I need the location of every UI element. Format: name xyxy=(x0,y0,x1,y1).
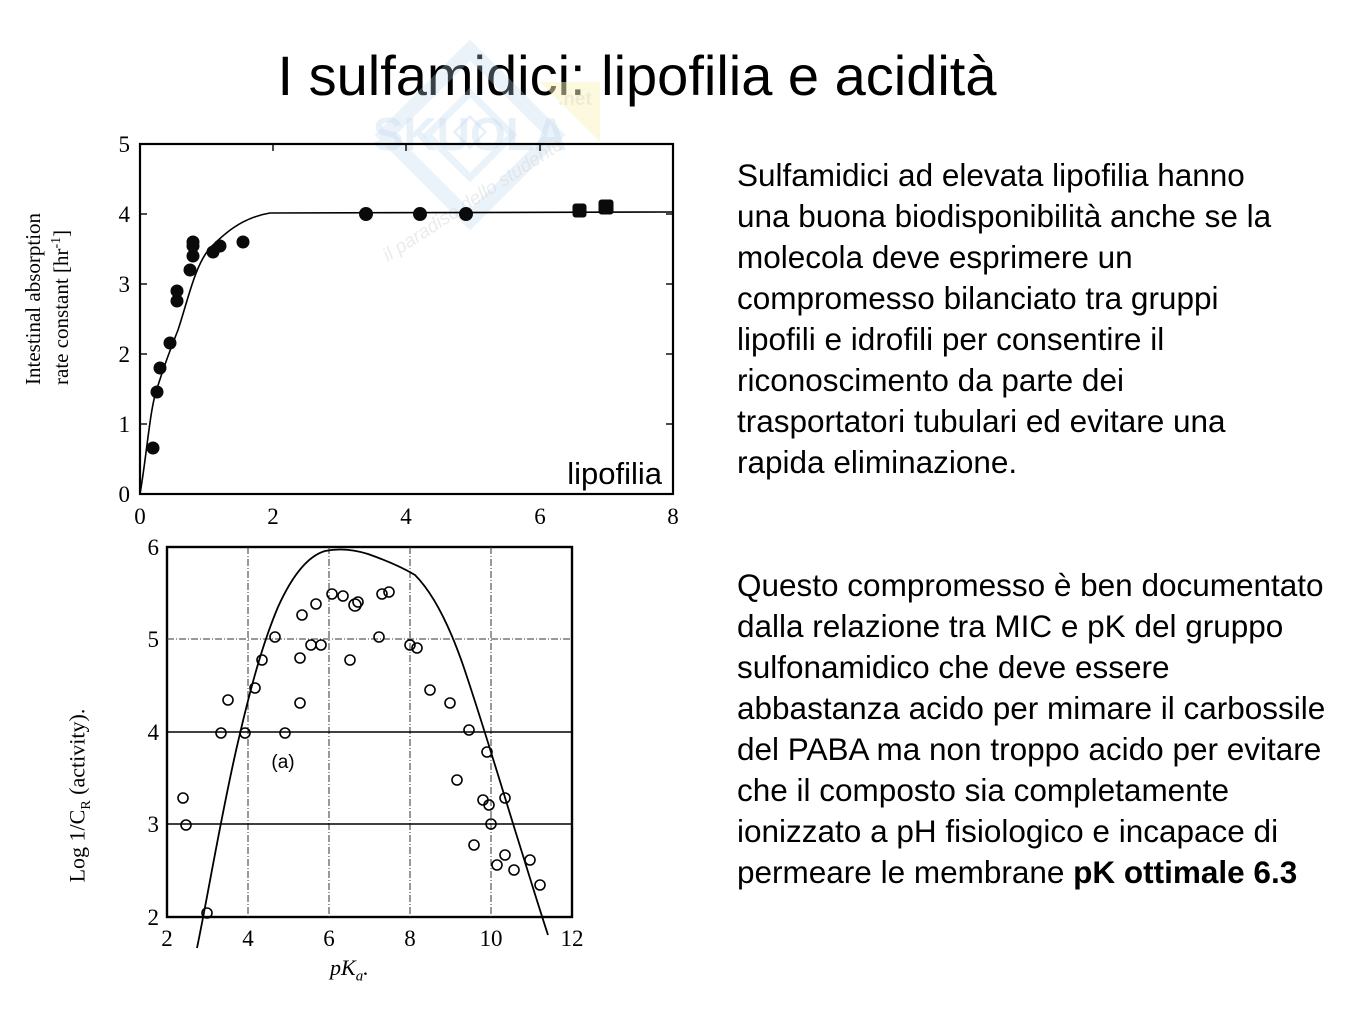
svg-text:4: 4 xyxy=(148,720,160,745)
svg-text:6: 6 xyxy=(534,504,546,529)
svg-text:0: 0 xyxy=(134,504,146,529)
svg-text:4: 4 xyxy=(400,504,412,529)
svg-text:2: 2 xyxy=(148,905,160,930)
svg-text:5: 5 xyxy=(119,132,131,157)
svg-text:6: 6 xyxy=(323,926,335,951)
svg-text:1: 1 xyxy=(119,412,131,437)
svg-text:3: 3 xyxy=(119,272,131,297)
svg-text:lipofilia: lipofilia xyxy=(567,456,663,491)
svg-text:6: 6 xyxy=(148,535,160,560)
svg-text:0: 0 xyxy=(119,482,131,507)
svg-text:2: 2 xyxy=(267,504,279,529)
svg-text:4: 4 xyxy=(242,926,254,951)
svg-text:(a): (a) xyxy=(271,752,294,773)
svg-text:2: 2 xyxy=(119,342,131,367)
svg-text:5: 5 xyxy=(148,627,160,652)
svg-text:2: 2 xyxy=(161,926,173,951)
svg-text:8: 8 xyxy=(667,504,679,529)
svg-text:10: 10 xyxy=(480,926,503,951)
svg-text:4: 4 xyxy=(119,202,131,227)
svg-text:12: 12 xyxy=(561,926,584,951)
svg-text:8: 8 xyxy=(404,926,416,951)
svg-text:3: 3 xyxy=(148,812,160,837)
